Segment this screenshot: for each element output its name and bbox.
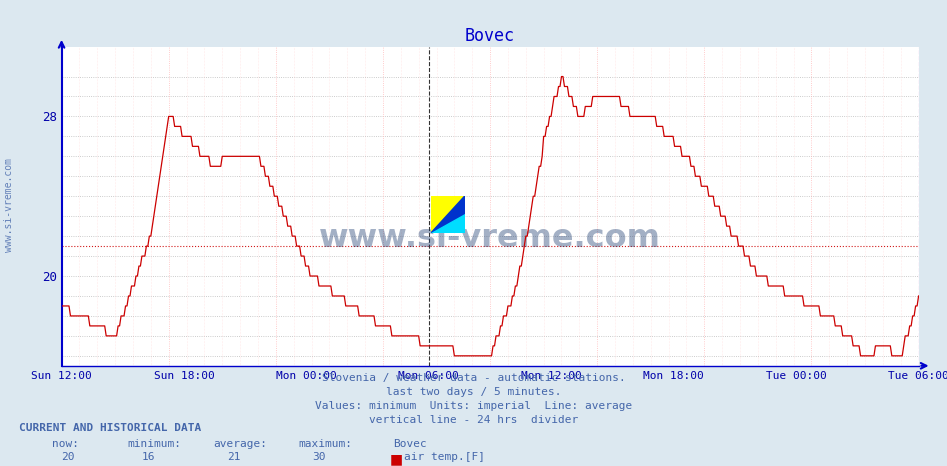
- Text: CURRENT AND HISTORICAL DATA: CURRENT AND HISTORICAL DATA: [19, 423, 201, 433]
- Text: www.si-vreme.com: www.si-vreme.com: [319, 223, 661, 254]
- Text: Slovenia / weather data - automatic stations.: Slovenia / weather data - automatic stat…: [322, 373, 625, 383]
- Text: www.si-vreme.com: www.si-vreme.com: [5, 158, 14, 252]
- Text: average:: average:: [213, 439, 267, 449]
- Text: Bovec: Bovec: [393, 439, 427, 449]
- Text: 16: 16: [142, 452, 155, 462]
- Text: ■: ■: [390, 452, 403, 466]
- Title: Bovec: Bovec: [465, 27, 515, 45]
- Text: maximum:: maximum:: [298, 439, 352, 449]
- Text: 20: 20: [62, 452, 75, 462]
- Text: 30: 30: [313, 452, 326, 462]
- Text: minimum:: minimum:: [128, 439, 182, 449]
- Polygon shape: [431, 196, 465, 233]
- Polygon shape: [431, 196, 465, 233]
- Text: air temp.[F]: air temp.[F]: [404, 452, 486, 462]
- Text: 21: 21: [227, 452, 241, 462]
- Text: vertical line - 24 hrs  divider: vertical line - 24 hrs divider: [369, 415, 578, 425]
- Polygon shape: [431, 214, 465, 233]
- Text: last two days / 5 minutes.: last two days / 5 minutes.: [385, 387, 562, 397]
- Text: now:: now:: [52, 439, 80, 449]
- Text: Values: minimum  Units: imperial  Line: average: Values: minimum Units: imperial Line: av…: [314, 401, 633, 411]
